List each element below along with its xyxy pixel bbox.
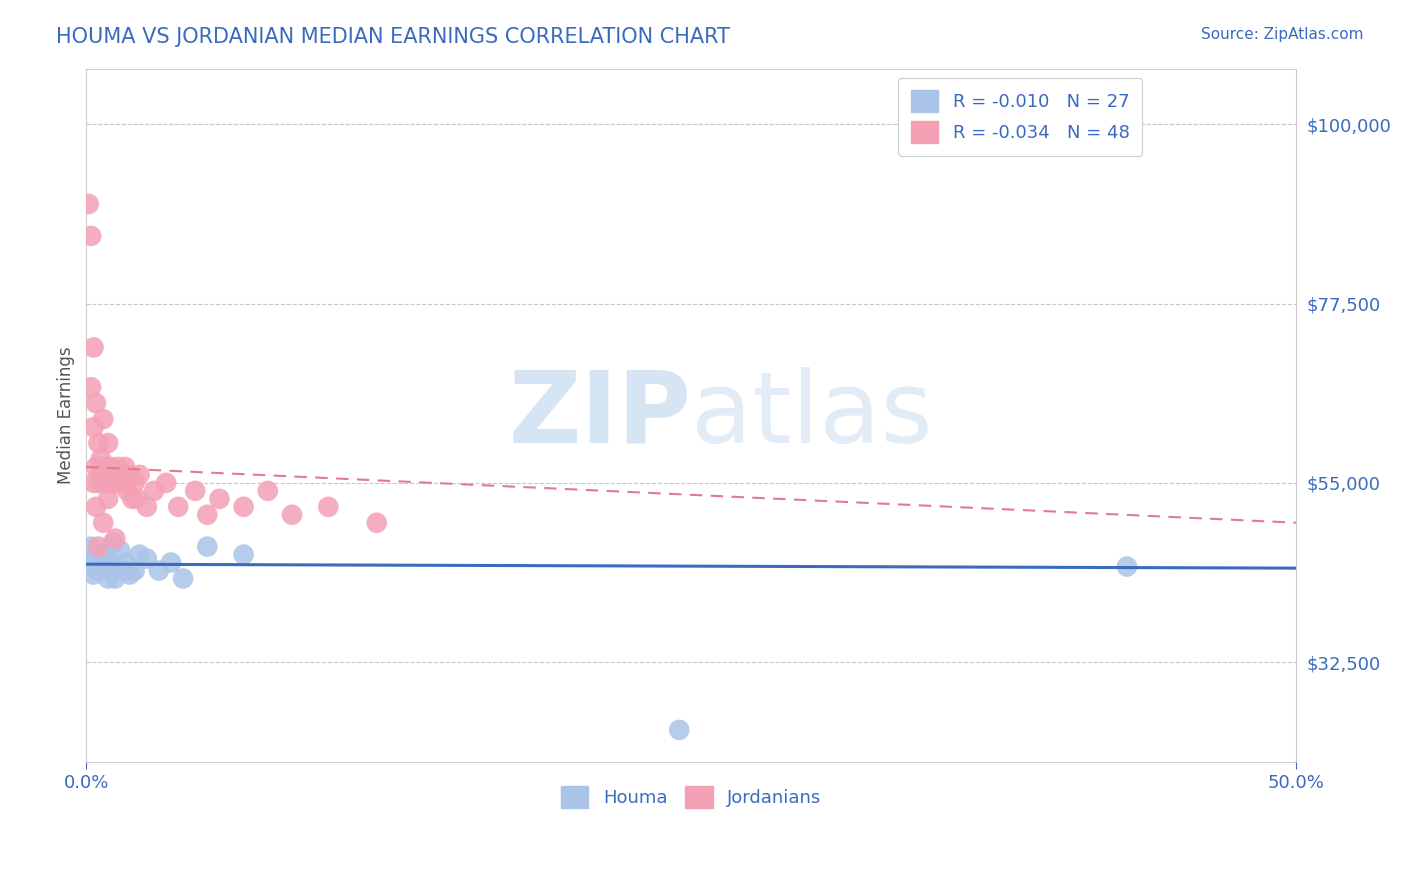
Point bbox=[83, 475, 105, 490]
Point bbox=[111, 564, 134, 578]
Point bbox=[195, 508, 218, 522]
Point bbox=[111, 475, 134, 490]
Point bbox=[91, 412, 114, 426]
Point bbox=[77, 556, 100, 570]
Point bbox=[83, 567, 105, 582]
Point bbox=[84, 548, 107, 562]
Point bbox=[97, 436, 120, 450]
Point bbox=[124, 475, 146, 490]
Point bbox=[1116, 559, 1139, 574]
Point bbox=[184, 483, 207, 498]
Point bbox=[281, 508, 304, 522]
Point bbox=[135, 551, 157, 566]
Point bbox=[160, 556, 183, 570]
Point bbox=[80, 380, 103, 394]
Text: atlas: atlas bbox=[692, 367, 934, 464]
Point bbox=[195, 540, 218, 554]
Point bbox=[84, 459, 107, 474]
Point bbox=[84, 396, 107, 410]
Point bbox=[232, 548, 254, 562]
Point bbox=[77, 197, 100, 211]
Point bbox=[91, 475, 114, 490]
Point bbox=[107, 459, 129, 474]
Point bbox=[128, 467, 150, 482]
Point bbox=[104, 532, 127, 546]
Point bbox=[208, 491, 231, 506]
Point bbox=[108, 467, 131, 482]
Text: Source: ZipAtlas.com: Source: ZipAtlas.com bbox=[1201, 27, 1364, 42]
Point bbox=[117, 483, 139, 498]
Point bbox=[104, 572, 127, 586]
Point bbox=[87, 475, 110, 490]
Point bbox=[366, 516, 388, 530]
Point bbox=[90, 452, 112, 467]
Point bbox=[143, 483, 166, 498]
Point bbox=[114, 556, 136, 570]
Point bbox=[232, 500, 254, 514]
Point bbox=[100, 459, 122, 474]
Point bbox=[84, 500, 107, 514]
Point bbox=[108, 543, 131, 558]
Point bbox=[172, 572, 194, 586]
Point bbox=[124, 564, 146, 578]
Legend: Houma, Jordanians: Houma, Jordanians bbox=[554, 779, 828, 815]
Point bbox=[101, 467, 124, 482]
Point bbox=[118, 567, 141, 582]
Point bbox=[90, 459, 112, 474]
Y-axis label: Median Earnings: Median Earnings bbox=[58, 346, 75, 484]
Point bbox=[91, 559, 114, 574]
Point bbox=[87, 436, 110, 450]
Point bbox=[83, 420, 105, 434]
Point bbox=[87, 540, 110, 554]
Point bbox=[118, 467, 141, 482]
Point bbox=[97, 572, 120, 586]
Point bbox=[80, 228, 103, 243]
Point bbox=[94, 459, 117, 474]
Point bbox=[104, 475, 127, 490]
Point bbox=[97, 491, 120, 506]
Point bbox=[83, 340, 105, 354]
Point bbox=[100, 475, 122, 490]
Point bbox=[91, 516, 114, 530]
Point bbox=[90, 551, 112, 566]
Point bbox=[167, 500, 190, 514]
Point bbox=[128, 548, 150, 562]
Text: HOUMA VS JORDANIAN MEDIAN EARNINGS CORRELATION CHART: HOUMA VS JORDANIAN MEDIAN EARNINGS CORRE… bbox=[56, 27, 730, 46]
Point bbox=[80, 540, 103, 554]
Point bbox=[155, 475, 177, 490]
Point bbox=[87, 564, 110, 578]
Point bbox=[100, 556, 122, 570]
Point bbox=[90, 459, 112, 474]
Point bbox=[127, 491, 149, 506]
Point bbox=[114, 459, 136, 474]
Point bbox=[668, 723, 690, 737]
Point bbox=[256, 483, 278, 498]
Point bbox=[318, 500, 340, 514]
Point bbox=[101, 535, 124, 549]
Point bbox=[94, 548, 117, 562]
Text: ZIP: ZIP bbox=[509, 367, 692, 464]
Point bbox=[107, 559, 129, 574]
Point bbox=[148, 564, 170, 578]
Point bbox=[121, 491, 143, 506]
Point bbox=[135, 500, 157, 514]
